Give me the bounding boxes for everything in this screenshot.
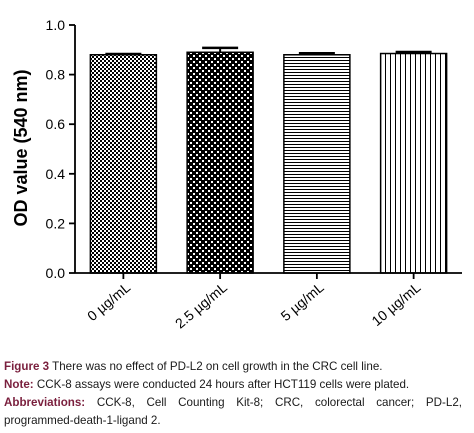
x-tick-label: 0 µg/mL	[84, 279, 133, 324]
bar	[186, 51, 254, 274]
figure-note: Note: CCK-8 assays were conducted 24 hou…	[4, 376, 462, 394]
x-tick-label: 2.5 µg/mL	[172, 279, 230, 332]
note-text: CCK-8 assays were conducted 24 hours aft…	[36, 378, 410, 391]
figure-caption-text: There was no effect of PD-L2 on cell gro…	[52, 360, 383, 373]
bar-chart: OD value (540 nm) 0.0 0.2 0.4 0.6 0.8 1.0 0 µ…	[11, 17, 462, 332]
abbreviations-text: CCK-8, Cell Counting Kit-8; CRC, colorec…	[4, 396, 462, 427]
y-tick-label: 0.0	[46, 265, 66, 281]
bar	[379, 52, 448, 274]
figure-label: Figure 3	[4, 360, 50, 373]
y-axis: 0.0 0.2 0.4 0.6 0.8 1.0	[46, 17, 76, 281]
y-tick-label: 0.8	[46, 67, 66, 83]
y-axis-label: OD value (540 nm)	[11, 69, 31, 226]
bar-series	[89, 46, 448, 274]
y-tick-label: 0.2	[46, 215, 66, 231]
bar	[283, 54, 351, 274]
x-tick-label: 5 µg/mL	[278, 279, 327, 324]
bar	[89, 54, 158, 274]
figure-abbreviations: Abbreviations: CCK-8, Cell Counting Kit-…	[4, 394, 462, 429]
x-tick-label: 10 µg/mL	[368, 279, 423, 329]
y-tick-label: 0.4	[46, 166, 66, 182]
figure-caption: Figure 3 There was no effect of PD-L2 on…	[4, 358, 462, 376]
y-tick-label: 1.0	[46, 17, 66, 33]
y-tick-label: 0.6	[46, 116, 66, 132]
x-axis: 0 µg/mL 2.5 µg/mL 5 µg/mL 10 µg/mL	[75, 272, 462, 332]
note-label: Note:	[4, 378, 34, 391]
abbreviations-label: Abbreviations:	[4, 396, 86, 409]
